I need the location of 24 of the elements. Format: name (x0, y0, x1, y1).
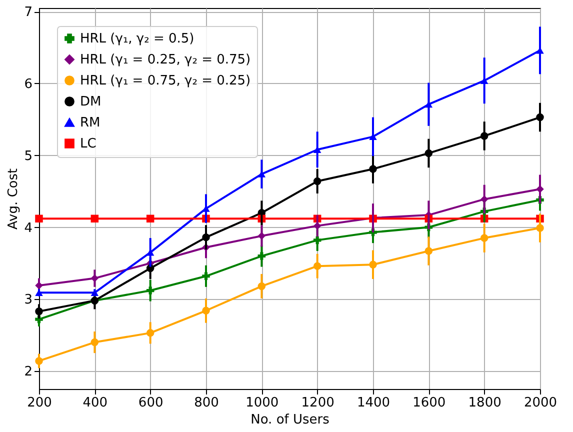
x-tick-label: 1600 (412, 396, 446, 410)
y-tick-label: 4 (24, 220, 32, 236)
y-axis-title: Avg. Cost (6, 168, 22, 230)
legend-label: HRL (γ₁, γ₂ = 0.5) (80, 32, 194, 46)
x-tick-label: 1400 (356, 396, 390, 410)
y-tick-label: 7 (24, 5, 32, 20)
y-tick-label: 5 (24, 148, 32, 164)
x-tick-label: 2000 (524, 396, 558, 410)
y-tick-label: 2 (24, 364, 32, 380)
x-tick-label: 200 (27, 396, 52, 410)
legend-label: HRL (γ₁ = 0.75, γ₂ = 0.25) (80, 74, 251, 88)
x-tick-label: 1200 (301, 396, 334, 410)
y-tick-label: 6 (24, 76, 32, 92)
legend-label: RM (80, 116, 100, 130)
y-tick-label: 3 (24, 292, 32, 308)
x-tick-label: 600 (138, 396, 164, 410)
x-tick-label: 400 (82, 396, 108, 410)
x-tick-label: 1800 (468, 396, 502, 410)
legend-label: DM (80, 94, 102, 110)
x-tick-label: 800 (194, 396, 219, 410)
legend-label: HRL (γ₁ = 0.25, γ₂ = 0.75) (80, 52, 251, 68)
legend-label: LC (80, 136, 96, 152)
x-axis-title: No. of Users (250, 412, 330, 428)
x-tick-label: 1000 (246, 396, 279, 410)
